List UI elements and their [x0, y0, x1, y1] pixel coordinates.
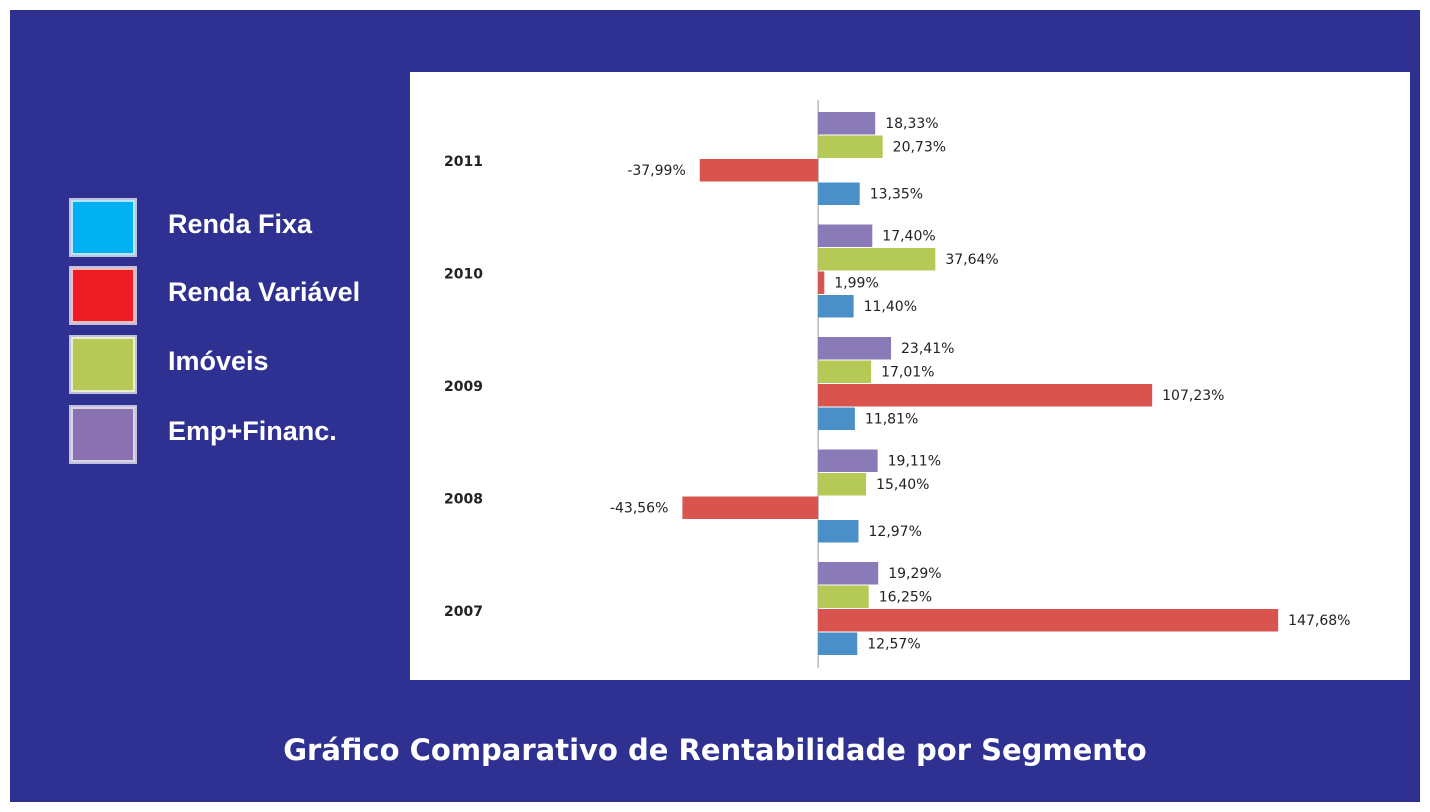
data-label: 20,73% [893, 139, 946, 155]
data-label: 13,35% [870, 186, 923, 202]
data-label: 18,33% [885, 116, 938, 132]
legend-label: Imóveis [168, 346, 269, 376]
bar [818, 384, 1153, 407]
data-label: 1,99% [834, 275, 878, 291]
data-label: 12,97% [869, 524, 922, 540]
bar [818, 295, 854, 318]
y-tick-label: 2011 [444, 154, 483, 170]
data-label: 107,23% [1162, 388, 1224, 404]
bar [699, 159, 819, 182]
y-tick-label: 2007 [444, 604, 483, 620]
legend-label: Emp+Financ. [168, 416, 337, 446]
legend-swatch [69, 405, 137, 464]
bar [818, 585, 869, 608]
data-label: 19,11% [888, 453, 941, 469]
data-label: 37,64% [945, 252, 998, 268]
bar [818, 520, 859, 543]
bar [818, 135, 883, 158]
bar [818, 224, 873, 247]
bar [682, 496, 819, 519]
legend-label: Renda Fixa [168, 209, 313, 239]
y-tick-label: 2008 [444, 492, 483, 508]
data-label: 16,25% [879, 589, 932, 605]
bar [818, 337, 892, 360]
bar [818, 449, 878, 472]
data-label: 12,57% [867, 636, 920, 652]
legend-swatch [69, 335, 137, 394]
bar [818, 182, 860, 205]
data-label: 11,81% [865, 411, 918, 427]
bar [818, 271, 825, 294]
bar [818, 360, 872, 383]
y-tick-label: 2009 [444, 379, 483, 395]
data-label: 19,29% [888, 566, 941, 582]
bar [818, 562, 879, 585]
data-label: 11,40% [864, 299, 917, 315]
bar [818, 632, 858, 655]
bar [818, 248, 936, 271]
data-label: 17,01% [881, 364, 934, 380]
bar [818, 473, 867, 496]
bar [818, 112, 876, 135]
legend-swatch [69, 198, 137, 257]
data-label: -43,56% [610, 500, 668, 516]
chart-panel [410, 72, 1410, 680]
bar [818, 407, 855, 430]
data-label: 147,68% [1288, 613, 1350, 629]
data-label: 15,40% [876, 477, 929, 493]
data-label: 23,41% [901, 341, 954, 357]
bar [818, 609, 1279, 632]
data-label: -37,99% [627, 163, 685, 179]
legend-swatch [69, 266, 137, 325]
data-label: 17,40% [882, 228, 935, 244]
chart-title: Gráfico Comparativo de Rentabilidade por… [283, 733, 1146, 767]
legend-label: Renda Variável [168, 277, 360, 307]
y-tick-label: 2010 [444, 267, 483, 283]
